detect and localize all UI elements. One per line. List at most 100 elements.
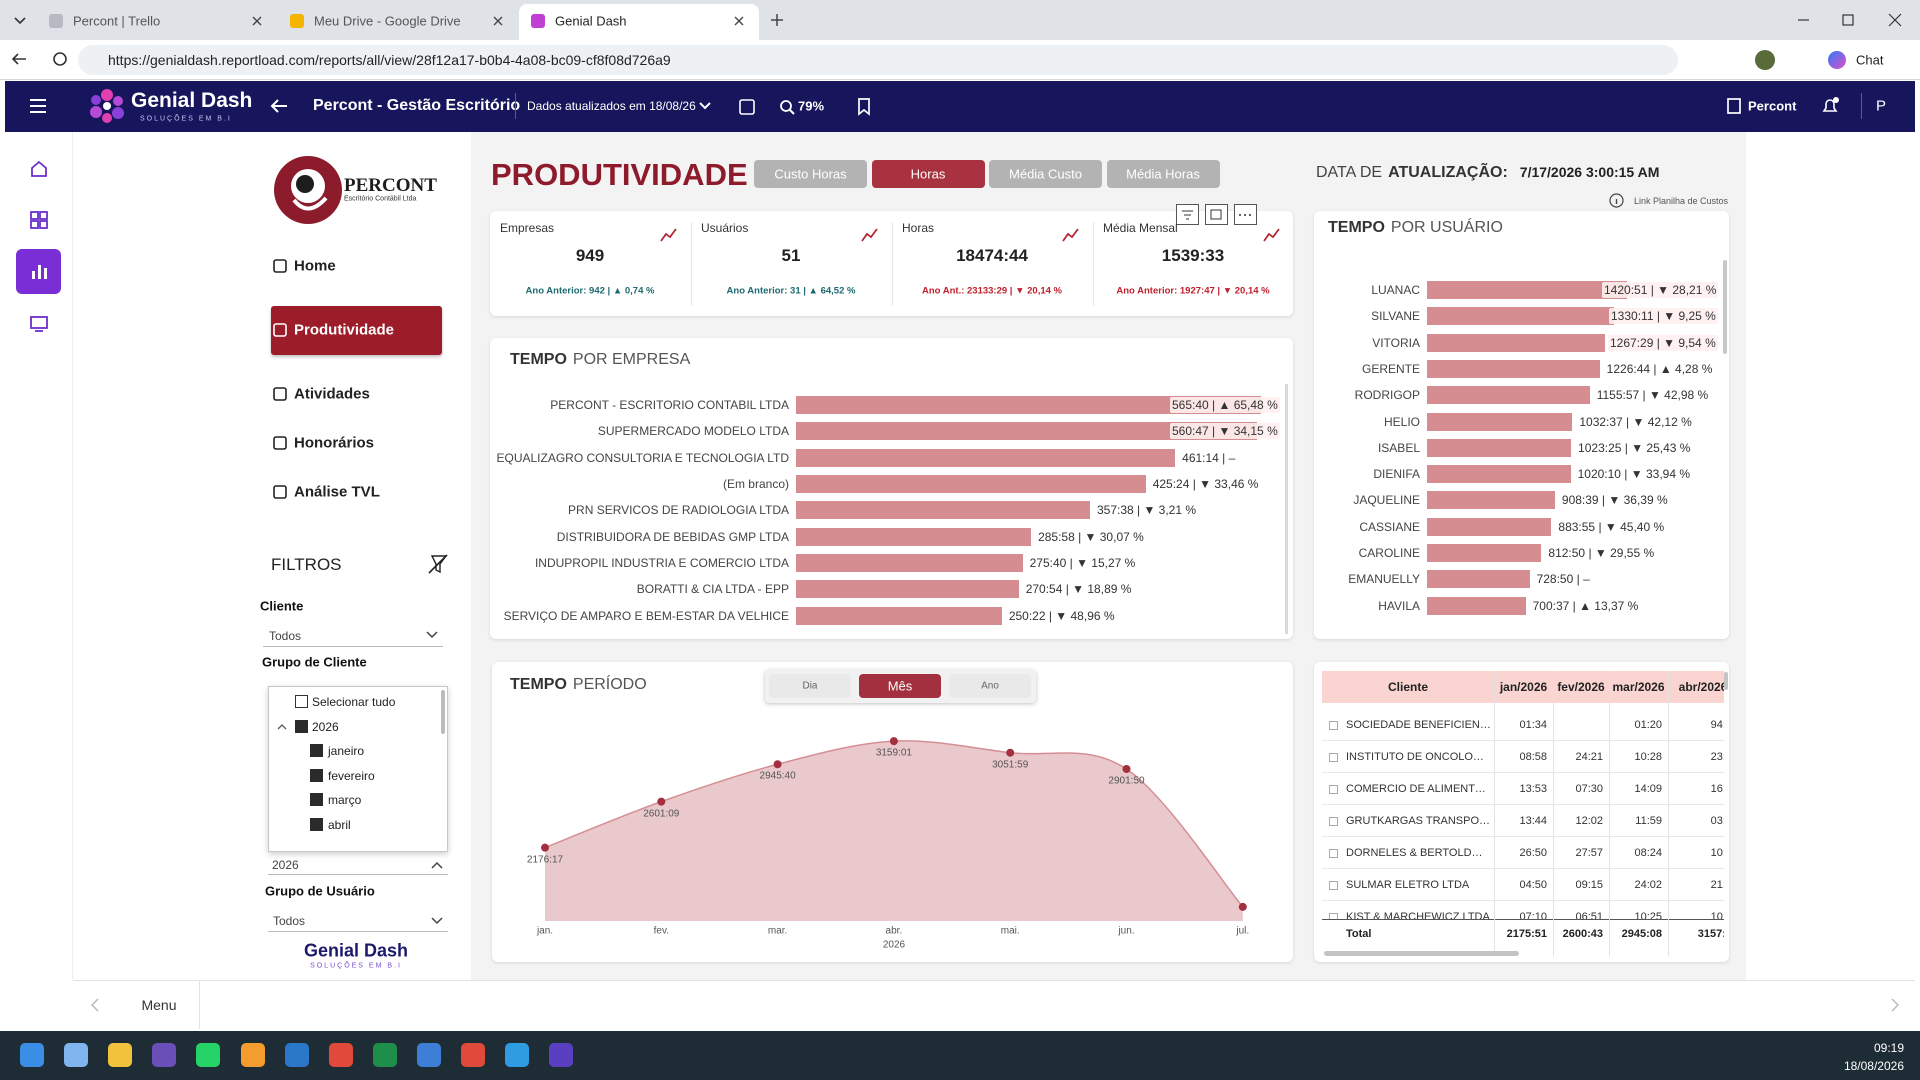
kpi-note: Ano Anterior: 942 | ▲ 0,74 %: [525, 285, 655, 297]
toggle-button[interactable]: [859, 674, 941, 698]
taskbar-app[interactable]: [240, 1043, 265, 1067]
nav-icon: [273, 436, 287, 450]
bar-value-label: 285:58 | ▼ 30,07 %: [1038, 529, 1144, 544]
chart-title-light: POR EMPRESA: [572, 351, 691, 368]
time-cell: 24:21: [1575, 751, 1603, 763]
bar: [1427, 596, 1526, 615]
chat-label[interactable]: Chat: [1856, 52, 1884, 68]
dropdown-item[interactable]: fevereiro: [328, 768, 375, 783]
bar-category: PERCONT - ESCRITORIO CONTABIL LTDA: [550, 398, 789, 412]
row-expand[interactable]: [1329, 785, 1338, 794]
report-tab-label[interactable]: Média Custo: [1009, 166, 1082, 182]
point-label: 2176:17: [526, 854, 564, 866]
client-cell: GRUTKARGAS TRANSPOR...: [1346, 815, 1491, 827]
info-icon: [1609, 193, 1624, 208]
taskbar-app[interactable]: [505, 1043, 530, 1067]
toggle-label[interactable]: Ano: [981, 680, 999, 692]
taskbar-app[interactable]: [372, 1043, 397, 1067]
checkbox[interactable]: [310, 768, 323, 782]
user-initial[interactable]: P: [1875, 97, 1887, 115]
tab-favicon: [290, 14, 304, 28]
column-header: fev/2026: [1557, 680, 1605, 694]
zoom-level[interactable]: 79%: [798, 98, 825, 114]
select-value[interactable]: Todos: [273, 914, 306, 928]
taskbar-app[interactable]: [461, 1043, 485, 1067]
row-expand[interactable]: [1329, 881, 1338, 890]
nav-icon: [273, 387, 287, 401]
zoom-icon: [780, 100, 795, 115]
report-tab-label[interactable]: Horas: [910, 166, 946, 182]
logo-sub: Escritório Contábil Ltda: [344, 195, 417, 203]
taskbar-app[interactable]: [284, 1043, 309, 1067]
toggle-button[interactable]: [769, 674, 851, 698]
table-card: [1314, 662, 1729, 962]
dropdown-item[interactable]: março: [328, 793, 362, 807]
ano-select[interactable]: [268, 855, 448, 875]
bar-category: CASSIANE: [1359, 519, 1420, 534]
fit-icon: [739, 99, 755, 115]
nav-active-bg[interactable]: [271, 306, 442, 355]
checkbox[interactable]: [310, 817, 323, 831]
taskbar-app[interactable]: [196, 1043, 221, 1067]
x-axis-label: 2026: [882, 939, 906, 951]
point-label: 2945:40: [759, 770, 796, 782]
checkbox[interactable]: [295, 719, 308, 733]
dropdown-item[interactable]: janeiro: [328, 744, 365, 758]
select-value[interactable]: Todos: [269, 629, 302, 643]
report-tab-label[interactable]: Média Horas: [1126, 166, 1200, 182]
row-expand[interactable]: [1329, 721, 1338, 730]
x-tick-label: jul.: [1236, 925, 1250, 937]
report-tab[interactable]: [989, 160, 1102, 188]
sheet-link[interactable]: Link Planilha de Custos: [1634, 196, 1729, 206]
menu-label[interactable]: Menu: [141, 997, 177, 1013]
org-name[interactable]: Percont: [1748, 98, 1797, 114]
row-expand[interactable]: [1329, 753, 1338, 762]
usuario-select[interactable]: [268, 910, 448, 932]
checkbox[interactable]: [310, 744, 323, 757]
taskbar-app[interactable]: [108, 1043, 133, 1067]
taskbar-app[interactable]: [549, 1043, 574, 1067]
chart-title-bold: TEMPO: [510, 351, 567, 368]
row-expand[interactable]: [1329, 849, 1338, 858]
x-tick-label: abr.: [885, 925, 903, 937]
nav-item[interactable]: Produtividade: [294, 321, 395, 339]
url-text[interactable]: https://genialdash.reportload.com/report…: [108, 52, 671, 68]
taskbar-app[interactable]: [152, 1043, 177, 1067]
nav-item[interactable]: Honorários: [294, 434, 375, 452]
toggle-button[interactable]: [949, 674, 1031, 698]
url-box[interactable]: [78, 45, 1678, 75]
dropdown-item[interactable]: Selecionar tudo: [312, 695, 396, 709]
toggle-label[interactable]: Mês: [887, 678, 913, 694]
tab-title[interactable]: Genial Dash: [555, 13, 627, 29]
report-tab[interactable]: [754, 160, 867, 188]
bar-value-label: 1267:29 | ▼ 9,54 %: [1608, 334, 1718, 351]
toggle-label[interactable]: Dia: [802, 680, 818, 692]
dropdown-item[interactable]: 2026: [312, 719, 339, 734]
bar: [796, 527, 1032, 546]
select-value[interactable]: 2026: [272, 858, 299, 872]
report-tab-label[interactable]: Custo Horas: [774, 166, 847, 182]
kpi-label: Usuários: [701, 221, 749, 235]
dropdown-item[interactable]: abril: [328, 817, 351, 832]
nav-item[interactable]: Home: [294, 257, 336, 275]
taskbar-app[interactable]: [328, 1043, 353, 1067]
row-expand[interactable]: [1329, 817, 1338, 826]
checkbox[interactable]: [310, 793, 323, 806]
bar: [1427, 544, 1542, 562]
taskbar-app[interactable]: [416, 1043, 441, 1067]
checkbox[interactable]: [295, 695, 308, 708]
col-divider: [1553, 919, 1554, 956]
nav-item[interactable]: Análise TVL: [294, 483, 380, 501]
time-cell: 09:15: [1575, 879, 1603, 891]
cliente-select[interactable]: [263, 624, 443, 647]
report-tab[interactable]: [871, 160, 985, 188]
report-tab[interactable]: [1106, 160, 1220, 188]
time-cell: 13:44: [1519, 815, 1547, 827]
browser-tab[interactable]: [519, 4, 759, 40]
tab-title[interactable]: Percont | Trello: [73, 13, 161, 29]
nav-item[interactable]: Atividades: [294, 385, 370, 403]
tab-title[interactable]: Meu Drive - Google Drive: [314, 13, 461, 29]
taskbar-app[interactable]: [20, 1043, 44, 1067]
taskbar-app[interactable]: [64, 1043, 89, 1067]
